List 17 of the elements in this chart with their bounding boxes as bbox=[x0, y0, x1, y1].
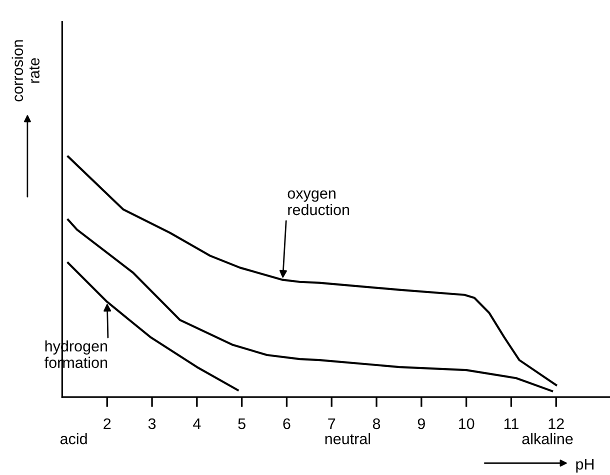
x-tick-label: 7 bbox=[328, 418, 336, 430]
y-axis-title: corrosion rate bbox=[12, 40, 40, 102]
x-tick-label: 11 bbox=[504, 418, 518, 430]
text: acid bbox=[60, 433, 87, 444]
x-tick-label: 2 bbox=[104, 418, 111, 430]
text: alkaline bbox=[522, 433, 573, 444]
x-tick-label: 10 bbox=[458, 418, 474, 430]
annotation: oxygen reduction bbox=[288, 190, 350, 216]
x-tick-label: 6 bbox=[283, 418, 290, 430]
x-tick-label: 3 bbox=[148, 418, 156, 430]
x-tick-label: 8 bbox=[372, 418, 380, 430]
x-axis-title: pH bbox=[576, 458, 594, 473]
x-tick-label: 4 bbox=[193, 418, 201, 430]
x-tick-label: 9 bbox=[418, 418, 425, 430]
x-tick-label: 12 bbox=[548, 418, 564, 430]
x-tick-label: 5 bbox=[238, 418, 246, 430]
text: neutral bbox=[325, 433, 370, 444]
